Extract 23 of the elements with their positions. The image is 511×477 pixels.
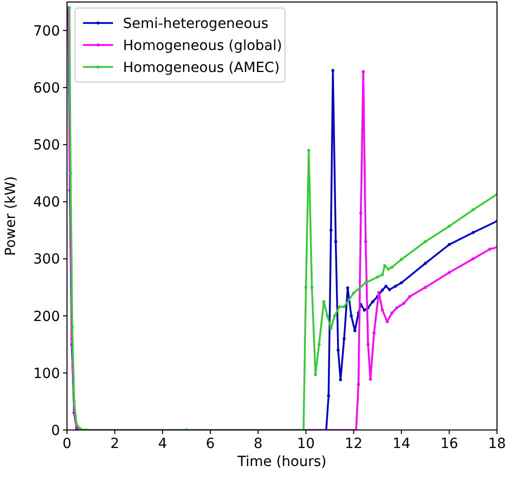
y-tick-label: 700 [33, 23, 60, 40]
x-tick-label: 10 [296, 436, 315, 452]
legend-label: Homogeneous (global) [123, 38, 282, 54]
x-tick-label: 18 [488, 436, 506, 452]
y-tick-label: 300 [33, 252, 60, 268]
x-tick-label: 6 [206, 436, 215, 452]
y-tick-label: 200 [33, 308, 60, 325]
legend-label: Semi-heterogeneous [123, 16, 268, 32]
x-tick-label: 0 [62, 436, 72, 452]
x-axis-title: Time (hours) [236, 454, 326, 470]
x-tick-label: 16 [440, 436, 458, 452]
x-tick-label: 2 [110, 436, 120, 452]
y-tick-label: 100 [33, 366, 60, 382]
y-tick-label: 600 [33, 80, 60, 96]
y-axis-title: Power (kW) [3, 176, 19, 256]
y-tick-label: 500 [33, 138, 60, 154]
x-tick-label: 12 [344, 436, 363, 452]
x-tick-label: 8 [254, 436, 263, 452]
legend-label: Homogeneous (AMEC) [123, 60, 280, 76]
x-tick-label: 4 [158, 436, 168, 452]
y-tick-label: 400 [33, 194, 60, 211]
x-tick-label: 14 [392, 436, 410, 452]
y-tick-label: 0 [51, 422, 60, 439]
